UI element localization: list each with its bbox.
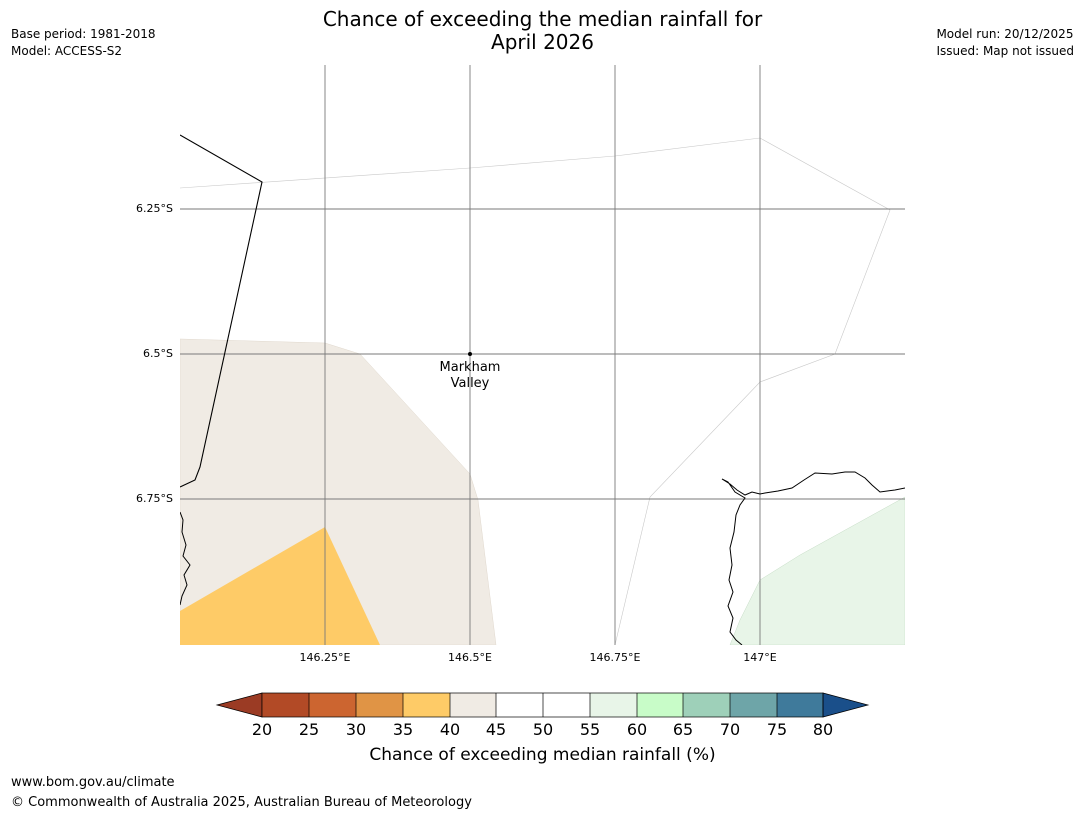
colorbar-tick-80: 80 (812, 720, 834, 739)
colorbar-extend-low (215, 692, 263, 718)
colorbar-swatch-25-30 (309, 693, 356, 717)
lat-label-6-25: 6.25°S (136, 202, 173, 215)
lon-label-146-25: 146.25°E (299, 651, 351, 664)
metadata-right: Model run: 20/12/2025 Issued: Map not is… (936, 26, 1074, 60)
map-title: Chance of exceeding the median rainfall … (0, 8, 1085, 54)
colorbar-swatch-75-80 (777, 693, 823, 717)
colorbar-extend-high (822, 692, 870, 718)
colorbar-tick-75: 75 (766, 720, 788, 739)
colorbar-tick-35: 35 (392, 720, 414, 739)
region-55-60 (729, 496, 905, 645)
metadata-left: Base period: 1981-2018 Model: ACCESS-S2 (11, 26, 156, 60)
place-label-line1: Markham (439, 360, 501, 375)
model-run-text: Model run: 20/12/2025 (936, 27, 1074, 41)
lon-label-147: 147°E (743, 651, 777, 664)
colorbar-swatch-40-45 (450, 693, 496, 717)
colorbar-swatch-50-55 (543, 693, 590, 717)
lon-label-146-75: 146.75°E (589, 651, 641, 664)
border-line (180, 134, 263, 488)
model-text: Model: ACCESS-S2 (11, 44, 123, 58)
colorbar-tick-40: 40 (439, 720, 461, 739)
colorbar-swatch-70-75 (730, 693, 777, 717)
coastline-east (721, 471, 905, 645)
region-35-40 (180, 527, 380, 645)
lat-label-6-75: 6.75°S (136, 492, 173, 505)
base-period-text: Base period: 1981-2018 (11, 27, 156, 41)
colorbar-tick-25: 25 (298, 720, 320, 739)
colorbar-tick-30: 30 (345, 720, 367, 739)
map-area (180, 65, 905, 645)
lat-label-6-5: 6.5°S (143, 347, 173, 360)
map-title-line2: April 2026 (491, 30, 594, 54)
colorbar-tick-50: 50 (532, 720, 554, 739)
region-boundary (180, 137, 891, 645)
colorbar-tick-20: 20 (251, 720, 273, 739)
colorbar-swatch-45-50 (496, 693, 543, 717)
footer-url: www.bom.gov.au/climate (11, 775, 175, 790)
place-marker (468, 352, 472, 356)
colorbar-tick-60: 60 (626, 720, 648, 739)
colorbar-tick-55: 55 (579, 720, 601, 739)
map-title-line1: Chance of exceeding the median rainfall … (322, 7, 763, 31)
place-label-line2: Valley (450, 376, 490, 391)
colorbar-tick-70: 70 (719, 720, 741, 739)
issued-text: Issued: Map not issued (936, 44, 1074, 58)
place-label-markham-valley: Markham Valley (420, 360, 520, 392)
lon-label-146-5: 146.5°E (448, 651, 492, 664)
colorbar-tick-65: 65 (672, 720, 694, 739)
colorbar-swatch-35-40 (403, 693, 450, 717)
colorbar (215, 692, 870, 718)
colorbar-swatch-30-35 (356, 693, 403, 717)
colorbar-swatch-60-65 (637, 693, 683, 717)
footer-copyright: © Commonwealth of Australia 2025, Austra… (11, 795, 472, 810)
coastline-west (180, 511, 191, 606)
colorbar-tick-45: 45 (485, 720, 507, 739)
colorbar-swatch-65-70 (683, 693, 730, 717)
colorbar-swatch-20-25 (262, 693, 309, 717)
graticule (180, 65, 905, 645)
colorbar-swatch-55-60 (590, 693, 637, 717)
colorbar-label: Chance of exceeding median rainfall (%) (369, 745, 716, 765)
